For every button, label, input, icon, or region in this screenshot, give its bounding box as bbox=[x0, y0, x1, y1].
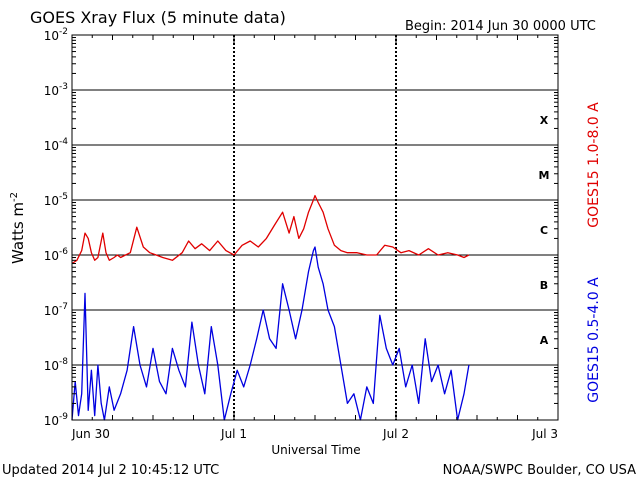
y-tick-exp: -5 bbox=[59, 192, 68, 202]
y-tick-label: 10-5 bbox=[44, 192, 68, 208]
y-tick-label: 10-3 bbox=[44, 82, 68, 98]
y-tick-base: 10 bbox=[44, 304, 59, 318]
y-tick-exp: -2 bbox=[59, 27, 68, 37]
y-tick-base: 10 bbox=[44, 414, 59, 428]
footer-updated: Updated 2014 Jul 2 10:45:12 UTC bbox=[2, 463, 219, 478]
chart-title: GOES Xray Flux (5 minute data) bbox=[30, 8, 286, 27]
y-tick-label: 10-9 bbox=[44, 412, 69, 428]
y-tick-label: 10-8 bbox=[44, 357, 69, 373]
y-tick-exp: -8 bbox=[59, 357, 68, 367]
y-tick-base: 10 bbox=[44, 249, 59, 263]
x-tick-label: Jul 2 bbox=[382, 427, 409, 441]
series-label-long: GOES15 1.0-8.0 A bbox=[586, 102, 602, 228]
footer-credit: NOAA/SWPC Boulder, CO USA bbox=[443, 463, 636, 478]
flare-class-label: M bbox=[539, 169, 550, 182]
y-tick-base: 10 bbox=[44, 29, 59, 43]
flare-class-label: C bbox=[540, 224, 548, 237]
y-tick-exp: -7 bbox=[59, 302, 68, 312]
begin-label: Begin: 2014 Jun 30 0000 UTC bbox=[405, 19, 596, 34]
y-tick-exp: -6 bbox=[59, 247, 68, 257]
y-tick-label: 10-4 bbox=[44, 137, 69, 153]
series-line-0 bbox=[71, 194, 470, 265]
x-tick-label: Jul 3 bbox=[531, 427, 558, 441]
flare-class-label: A bbox=[540, 334, 549, 347]
series-layer bbox=[71, 194, 470, 421]
y-tick-base: 10 bbox=[44, 359, 59, 373]
y-axis-title-main: Watts m bbox=[9, 202, 27, 264]
y-tick-exp: -9 bbox=[59, 412, 68, 422]
series-label-short: GOES15 0.5-4.0 A bbox=[586, 277, 602, 403]
series-line-1 bbox=[71, 246, 470, 421]
y-tick-label: 10-7 bbox=[44, 302, 68, 318]
flare-class-label: B bbox=[540, 279, 548, 292]
flare-class-label: X bbox=[540, 114, 549, 127]
x-tick-label: Jun 30 bbox=[71, 427, 110, 441]
y-tick-label: 10-2 bbox=[44, 27, 68, 43]
y-tick-label: 10-6 bbox=[44, 247, 69, 263]
y-axis-title: Watts m-2 bbox=[9, 192, 27, 264]
y-tick-exp: -4 bbox=[59, 137, 68, 147]
y-tick-base: 10 bbox=[44, 84, 59, 98]
y-tick-base: 10 bbox=[44, 194, 59, 208]
grid bbox=[72, 34, 558, 421]
y-tick-base: 10 bbox=[44, 139, 59, 153]
x-axis-title: Universal Time bbox=[271, 443, 360, 457]
x-tick-label: Jul 1 bbox=[220, 427, 247, 441]
y-axis-title-exp: -2 bbox=[9, 192, 20, 202]
plot-frame bbox=[71, 34, 559, 421]
y-tick-exp: -3 bbox=[59, 82, 68, 92]
